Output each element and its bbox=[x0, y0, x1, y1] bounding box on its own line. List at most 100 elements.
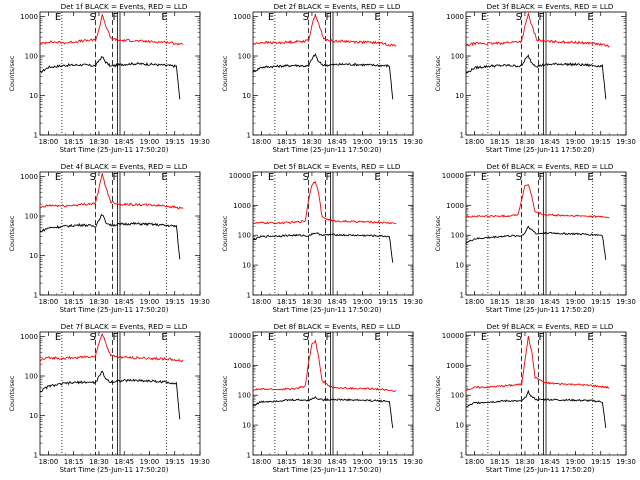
time-marker-letter: E bbox=[55, 332, 61, 343]
time-marker-letter: F bbox=[112, 172, 118, 183]
y-tick-label: 10000 bbox=[229, 332, 251, 340]
lld-series-line bbox=[465, 336, 610, 392]
lld-series-line bbox=[39, 173, 184, 210]
time-marker-letter: S bbox=[516, 172, 522, 183]
y-tick-label: 10 bbox=[242, 92, 251, 100]
time-marker-letter: E bbox=[161, 172, 167, 183]
x-tick-label: 19:30 bbox=[616, 138, 636, 146]
det-6f-panel: Det 6f BLACK = Events, RED = LLD 1 10 100 10… bbox=[426, 160, 639, 320]
time-marker-letter: E bbox=[374, 12, 380, 23]
y-tick-label: 1000 bbox=[233, 202, 251, 210]
chart-svg: Det 3f BLACK = Events, RED = LLD 1 10 100 10… bbox=[434, 2, 636, 154]
y-tick-label: 100 bbox=[451, 392, 464, 400]
time-marker-letter: E bbox=[55, 12, 61, 23]
time-marker-letter: F bbox=[112, 12, 118, 23]
lld-series-line bbox=[39, 332, 184, 363]
time-marker-letter: E bbox=[481, 172, 487, 183]
chart-title: Det 8f BLACK = Events, RED = LLD bbox=[274, 322, 401, 331]
x-axis-label: Start Time (25-Jun-11 17:50:20) bbox=[60, 306, 169, 314]
y-tick-label: 1 bbox=[460, 452, 464, 460]
det-5f-panel: Det 5f BLACK = Events, RED = LLD 1 10 100 10… bbox=[213, 160, 426, 320]
time-marker-letter: F bbox=[538, 12, 544, 23]
y-tick-label: 10000 bbox=[442, 172, 464, 180]
x-tick-label: 19:15 bbox=[165, 138, 185, 146]
chart-title: Det 3f BLACK = Events, RED = LLD bbox=[487, 2, 614, 11]
time-marker-letter: F bbox=[325, 332, 331, 343]
events-series-line bbox=[39, 56, 181, 100]
det-3f-panel: Det 3f BLACK = Events, RED = LLD 1 10 100 10… bbox=[426, 0, 639, 160]
time-marker-letter: S bbox=[516, 12, 522, 23]
time-marker-letter: E bbox=[55, 172, 61, 183]
y-tick-label: 10 bbox=[29, 252, 38, 260]
lld-series-line bbox=[252, 339, 397, 393]
time-marker-letter: E bbox=[587, 12, 593, 23]
chart-title: Det 4f BLACK = Events, RED = LLD bbox=[61, 162, 188, 171]
y-tick-label: 10 bbox=[455, 92, 464, 100]
x-tick-label: 18:15 bbox=[490, 138, 510, 146]
x-tick-label: 19:15 bbox=[165, 298, 185, 306]
chart-svg: Det 8f BLACK = Events, RED = LLD 1 10 100 10… bbox=[221, 322, 423, 474]
x-tick-label: 18:30 bbox=[515, 138, 535, 146]
y-tick-label: 100 bbox=[25, 373, 38, 381]
x-tick-label: 19:00 bbox=[566, 298, 586, 306]
x-tick-label: 18:30 bbox=[89, 298, 109, 306]
x-tick-label: 19:00 bbox=[140, 298, 160, 306]
time-marker-letter: S bbox=[90, 172, 96, 183]
y-axis-label: Counts/sec bbox=[8, 375, 16, 411]
x-axis-label: Start Time (25-Jun-11 17:50:20) bbox=[486, 146, 595, 154]
time-marker-letter: E bbox=[587, 172, 593, 183]
y-tick-label: 10 bbox=[242, 422, 251, 430]
x-tick-label: 18:15 bbox=[277, 138, 297, 146]
x-tick-label: 18:45 bbox=[327, 138, 347, 146]
time-marker-letter: E bbox=[374, 172, 380, 183]
x-tick-label: 18:45 bbox=[327, 298, 347, 306]
x-tick-label: 18:45 bbox=[114, 298, 134, 306]
y-tick-label: 1 bbox=[460, 132, 464, 140]
x-tick-label: 19:15 bbox=[378, 458, 398, 466]
y-tick-label: 100 bbox=[451, 232, 464, 240]
time-marker-letter: E bbox=[481, 332, 487, 343]
chart-title: Det 5f BLACK = Events, RED = LLD bbox=[274, 162, 401, 171]
x-tick-label: 19:00 bbox=[566, 458, 586, 466]
time-marker-letter: F bbox=[325, 12, 331, 23]
time-marker-letter: E bbox=[374, 332, 380, 343]
y-tick-label: 1 bbox=[460, 292, 464, 300]
chart-title: Det 7f BLACK = Events, RED = LLD bbox=[61, 322, 188, 331]
time-marker-letter: E bbox=[587, 332, 593, 343]
x-tick-label: 18:15 bbox=[277, 458, 297, 466]
time-marker-letter: E bbox=[481, 12, 487, 23]
x-tick-label: 19:30 bbox=[403, 298, 423, 306]
x-tick-label: 18:45 bbox=[540, 138, 560, 146]
y-tick-label: 10 bbox=[29, 412, 38, 420]
time-marker-letter: F bbox=[538, 332, 544, 343]
x-tick-label: 19:00 bbox=[140, 138, 160, 146]
events-series-line bbox=[253, 396, 394, 429]
det-2f-panel: Det 2f BLACK = Events, RED = LLD 1 10 100 10… bbox=[213, 0, 426, 160]
chart-svg: Det 6f BLACK = Events, RED = LLD 1 10 100 10… bbox=[434, 162, 636, 314]
y-tick-label: 1 bbox=[34, 292, 38, 300]
time-marker-letter: E bbox=[268, 332, 274, 343]
x-tick-label: 18:15 bbox=[277, 298, 297, 306]
chart-svg: Det 7f BLACK = Events, RED = LLD 1 10 100 10… bbox=[8, 322, 210, 474]
time-marker-letter: S bbox=[303, 332, 309, 343]
x-axis-label: Start Time (25-Jun-11 17:50:20) bbox=[60, 466, 169, 474]
time-marker-letter: S bbox=[303, 172, 309, 183]
y-axis-label: Counts/sec bbox=[221, 215, 229, 251]
y-tick-label: 10 bbox=[455, 422, 464, 430]
time-marker-letter: S bbox=[90, 12, 96, 23]
x-tick-label: 18:30 bbox=[89, 458, 109, 466]
x-axis-label: Start Time (25-Jun-11 17:50:20) bbox=[273, 466, 382, 474]
time-marker-letter: F bbox=[538, 172, 544, 183]
x-tick-label: 19:00 bbox=[353, 458, 373, 466]
y-tick-label: 1 bbox=[247, 132, 251, 140]
y-tick-label: 100 bbox=[238, 392, 251, 400]
chart-title: Det 9f BLACK = Events, RED = LLD bbox=[487, 322, 614, 331]
x-tick-label: 18:00 bbox=[39, 458, 59, 466]
y-tick-label: 1 bbox=[34, 452, 38, 460]
det-1f-panel: Det 1f BLACK = Events, RED = LLD 1 10 100 10… bbox=[0, 0, 213, 160]
x-tick-label: 19:00 bbox=[353, 298, 373, 306]
x-axis-label: Start Time (25-Jun-11 17:50:20) bbox=[273, 306, 382, 314]
x-tick-label: 18:00 bbox=[252, 458, 272, 466]
y-tick-label: 1 bbox=[34, 132, 38, 140]
